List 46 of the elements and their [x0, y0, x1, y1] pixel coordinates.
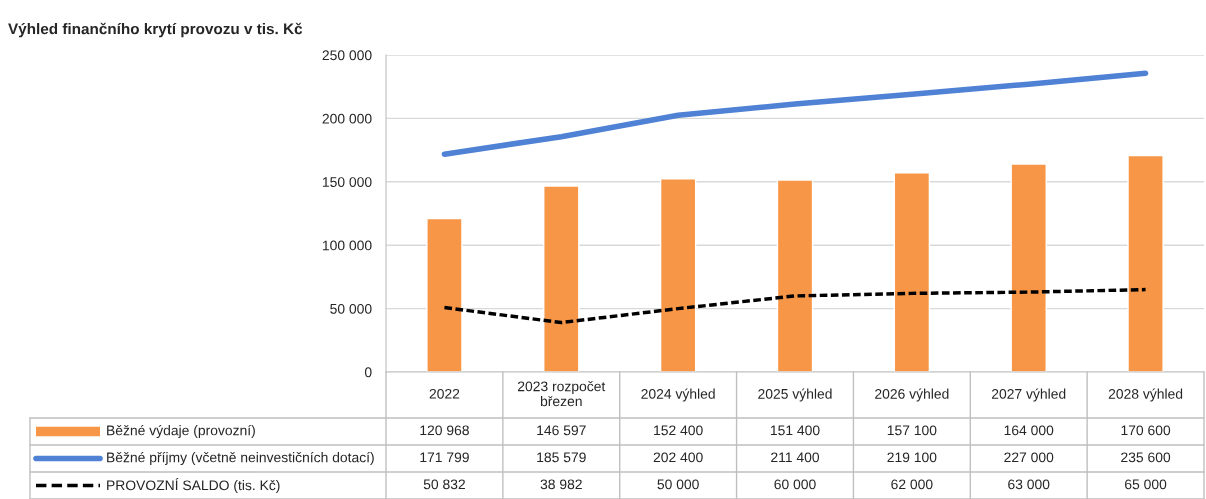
- line-series: [442, 287, 1148, 325]
- data-label: 152 400: [654, 425, 703, 436]
- data-label: 219 100: [887, 452, 937, 463]
- legend-label: Běžné příjmy (včetně neinvestičních dotací): [107, 451, 374, 466]
- data-label: 157 100: [887, 425, 937, 436]
- legend-label: PROVOZNÍ SALDO (tis. Kč): [107, 478, 280, 493]
- data-label: 38 982: [540, 479, 582, 490]
- data-label: 170 600: [1121, 425, 1171, 436]
- y-tick-label: 150 000: [322, 177, 372, 187]
- bar: [893, 172, 931, 372]
- x-tick-label: 2025 výhled: [758, 388, 832, 402]
- y-tick-label: 50 000: [330, 303, 372, 314]
- bar: [426, 217, 463, 372]
- x-tick-label: 2024 výhled: [641, 388, 715, 402]
- y-tick-label: 100 000: [322, 240, 372, 251]
- legend-label: Běžné výdaje (provozní): [107, 424, 255, 439]
- bar: [1127, 154, 1164, 372]
- x-tick-label: 2027 výhled: [991, 388, 1066, 402]
- x-tick-label: 2023 rozpočet březen: [517, 381, 606, 407]
- data-label: 60 000: [774, 479, 816, 490]
- data-label: 120 968: [420, 425, 469, 436]
- data-label: 211 400: [771, 452, 820, 463]
- bar: [659, 178, 697, 372]
- data-label: 227 000: [1004, 452, 1054, 463]
- data-label: 164 000: [1004, 425, 1054, 436]
- data-label: 63 000: [1008, 479, 1050, 490]
- bar: [776, 179, 814, 372]
- data-label: 146 597: [537, 425, 586, 436]
- x-tick-label: 2026 výhled: [875, 388, 949, 402]
- x-tick-label: 2028 výhled: [1108, 388, 1183, 402]
- data-label: 50 000: [657, 479, 699, 490]
- data-label: 235 600: [1121, 452, 1171, 463]
- y-tick-label: 250 000: [322, 50, 372, 61]
- data-label: 171 799: [420, 452, 469, 463]
- data-label: 50 832: [423, 479, 465, 490]
- y-tick-label: 200 000: [322, 113, 372, 124]
- data-label: 185 579: [537, 452, 586, 463]
- data-label: 151 400: [770, 425, 820, 436]
- x-tick-label: 2022: [429, 388, 460, 399]
- data-label: 62 000: [891, 479, 933, 490]
- y-tick-label: 0: [364, 367, 372, 378]
- bar: [543, 185, 580, 372]
- bar: [1010, 163, 1047, 372]
- data-label: 202 400: [653, 452, 703, 463]
- data-label: 65 000: [1125, 479, 1167, 490]
- text: Výhled finančního krytí provozu v tis. Kč: [8, 22, 303, 38]
